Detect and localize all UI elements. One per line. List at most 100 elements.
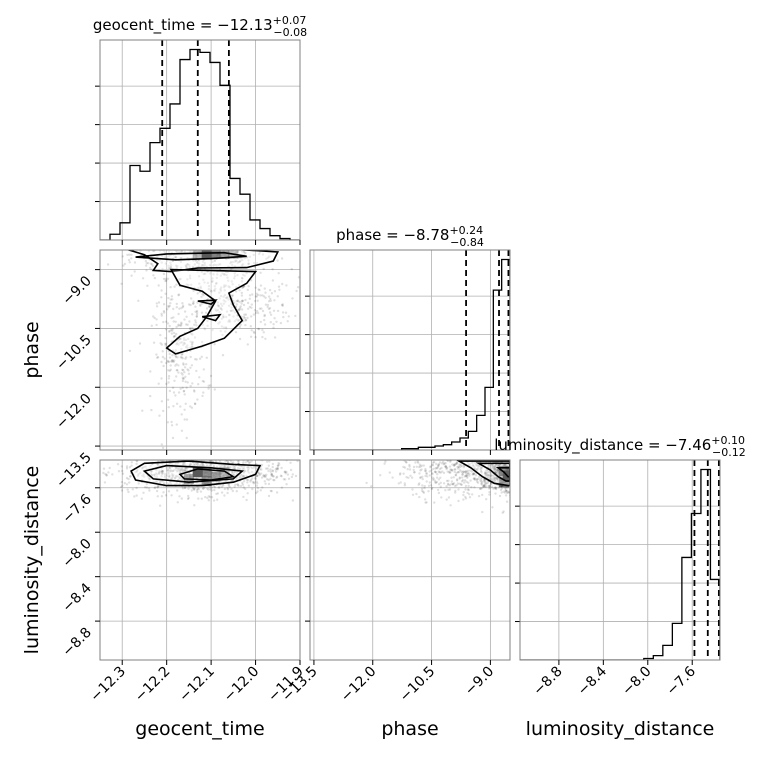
sample-point <box>510 470 512 472</box>
sample-point <box>195 358 198 361</box>
sample-point <box>365 481 368 485</box>
sample-point <box>164 246 166 248</box>
sample-point <box>527 477 529 479</box>
sample-point <box>270 292 274 295</box>
sample-point <box>531 462 533 464</box>
sample-point <box>168 356 172 359</box>
sample-point <box>247 442 249 444</box>
sample-point <box>164 277 167 280</box>
sample-point <box>135 462 138 466</box>
sample-point <box>496 478 500 481</box>
sample-point <box>488 456 490 458</box>
sample-point <box>249 480 252 483</box>
sample-point <box>155 475 159 479</box>
sample-point <box>241 246 243 248</box>
sample-point <box>223 487 227 491</box>
sample-point <box>275 467 278 470</box>
sample-point <box>468 472 471 475</box>
sample-point <box>302 302 304 304</box>
sample-point <box>488 464 492 468</box>
sample-point <box>248 305 252 309</box>
sample-point <box>168 330 171 333</box>
sample-point <box>230 226 232 228</box>
sample-point <box>484 473 487 476</box>
sample-point <box>488 490 491 494</box>
sample-point <box>185 315 188 318</box>
sample-point <box>416 460 419 463</box>
contour-line <box>197 299 218 305</box>
sample-point <box>228 466 232 469</box>
sample-point <box>281 304 284 307</box>
sample-point <box>167 374 171 378</box>
sample-point <box>175 302 178 306</box>
sample-point <box>427 484 431 487</box>
sample-point <box>258 472 261 476</box>
sample-point <box>143 465 146 469</box>
sample-point <box>180 321 183 324</box>
y-axis-label: phase <box>21 321 43 378</box>
sample-point <box>244 319 247 322</box>
sample-point <box>421 475 424 478</box>
title-prefix: luminosity_distance = −7.46 <box>494 436 711 455</box>
sample-point <box>170 316 173 320</box>
sample-point <box>294 474 298 478</box>
sample-point <box>209 460 212 463</box>
sample-point <box>510 466 512 468</box>
sample-point <box>481 510 484 514</box>
sample-point <box>209 245 211 247</box>
sample-point <box>206 452 208 454</box>
sample-point <box>251 293 254 296</box>
sample-point <box>160 443 163 446</box>
sample-point <box>473 477 476 480</box>
sample-point <box>247 285 250 288</box>
sample-point <box>468 462 471 466</box>
sample-point <box>520 464 522 466</box>
sample-point <box>475 464 478 467</box>
sample-point <box>163 256 166 259</box>
sample-point <box>496 455 498 457</box>
sample-point <box>255 467 258 470</box>
sample-point <box>175 470 179 473</box>
sample-point <box>161 472 164 475</box>
sample-point <box>102 467 106 470</box>
sample-point <box>246 301 250 305</box>
sample-point <box>235 318 238 321</box>
sample-point <box>493 479 496 482</box>
sample-point <box>168 369 171 372</box>
sample-point <box>131 488 134 491</box>
sample-point <box>239 323 242 326</box>
sample-point <box>245 454 247 456</box>
sample-point <box>483 480 487 484</box>
sample-point <box>201 394 204 398</box>
sample-point <box>250 303 253 306</box>
sample-point <box>242 474 245 477</box>
sample-point <box>206 281 210 285</box>
sample-point <box>156 258 159 262</box>
sample-point <box>242 466 246 470</box>
sample-point <box>250 470 254 474</box>
sample-point <box>486 453 488 455</box>
sample-point <box>247 467 250 470</box>
panel-frame <box>99 459 301 661</box>
sample-point <box>525 474 527 476</box>
sample-point <box>201 292 204 296</box>
sample-point <box>516 470 518 472</box>
sample-point <box>205 307 209 310</box>
sample-point <box>556 478 558 480</box>
sample-point <box>466 473 469 476</box>
sample-point <box>450 480 454 483</box>
sample-point <box>545 478 547 480</box>
sample-point <box>192 254 195 258</box>
sample-point <box>246 343 249 346</box>
sample-point <box>273 479 276 482</box>
sample-point <box>476 468 479 471</box>
sample-point <box>524 490 526 492</box>
sample-point <box>147 476 150 479</box>
sample-point <box>496 469 499 472</box>
sample-point <box>167 482 170 485</box>
sample-point <box>493 465 497 468</box>
sample-point <box>197 488 200 491</box>
sample-point <box>129 475 132 478</box>
sample-point <box>487 457 489 459</box>
sample-point <box>155 318 158 321</box>
